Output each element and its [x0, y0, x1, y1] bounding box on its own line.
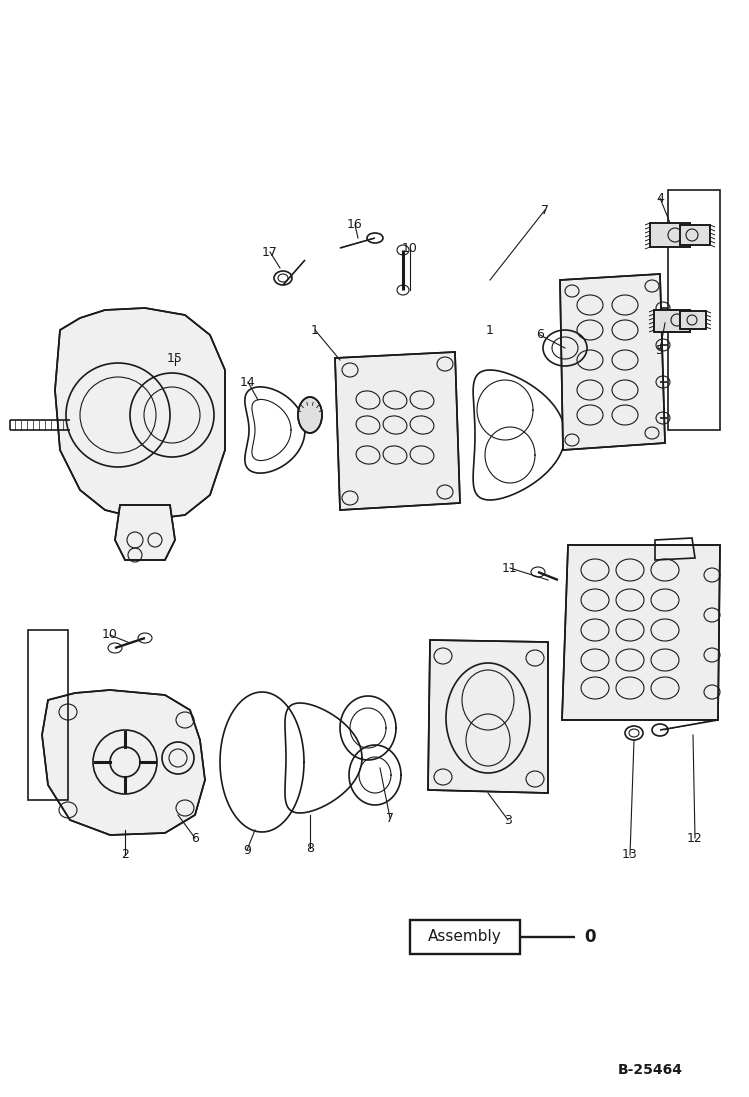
Polygon shape — [428, 640, 548, 793]
Bar — [650, 223, 690, 247]
Bar — [410, 920, 520, 954]
Polygon shape — [562, 545, 720, 720]
Text: 17: 17 — [262, 246, 278, 259]
Polygon shape — [560, 274, 665, 450]
Text: 3: 3 — [504, 814, 512, 826]
Text: 15: 15 — [167, 351, 183, 364]
Text: 4: 4 — [656, 192, 664, 204]
Text: 6: 6 — [191, 832, 199, 845]
Polygon shape — [115, 505, 175, 559]
Text: 8: 8 — [306, 841, 314, 855]
Text: 9: 9 — [243, 844, 251, 857]
Polygon shape — [42, 690, 205, 835]
Text: 7: 7 — [386, 812, 394, 825]
Text: 2: 2 — [121, 848, 129, 861]
Text: 6: 6 — [536, 328, 544, 341]
Bar — [680, 312, 706, 329]
Text: Assembly: Assembly — [428, 929, 502, 945]
Text: 7: 7 — [541, 204, 549, 216]
Text: 16: 16 — [347, 218, 363, 231]
Bar — [680, 225, 710, 245]
Bar — [654, 310, 690, 332]
Text: 1: 1 — [486, 324, 494, 337]
Text: 11: 11 — [502, 562, 518, 575]
Text: 10: 10 — [102, 629, 118, 642]
Text: 10: 10 — [402, 241, 418, 255]
Text: 13: 13 — [622, 848, 638, 861]
Polygon shape — [55, 308, 225, 520]
Bar — [680, 225, 710, 245]
Polygon shape — [335, 352, 460, 510]
Text: B-25464: B-25464 — [617, 1063, 682, 1077]
Text: 5: 5 — [656, 343, 664, 357]
Bar — [680, 312, 706, 329]
Text: 1: 1 — [311, 324, 319, 337]
Text: 0: 0 — [584, 928, 595, 946]
Text: 12: 12 — [687, 832, 703, 845]
Text: 14: 14 — [240, 375, 256, 388]
Bar — [650, 223, 690, 247]
Ellipse shape — [298, 397, 322, 433]
Bar — [654, 310, 690, 332]
